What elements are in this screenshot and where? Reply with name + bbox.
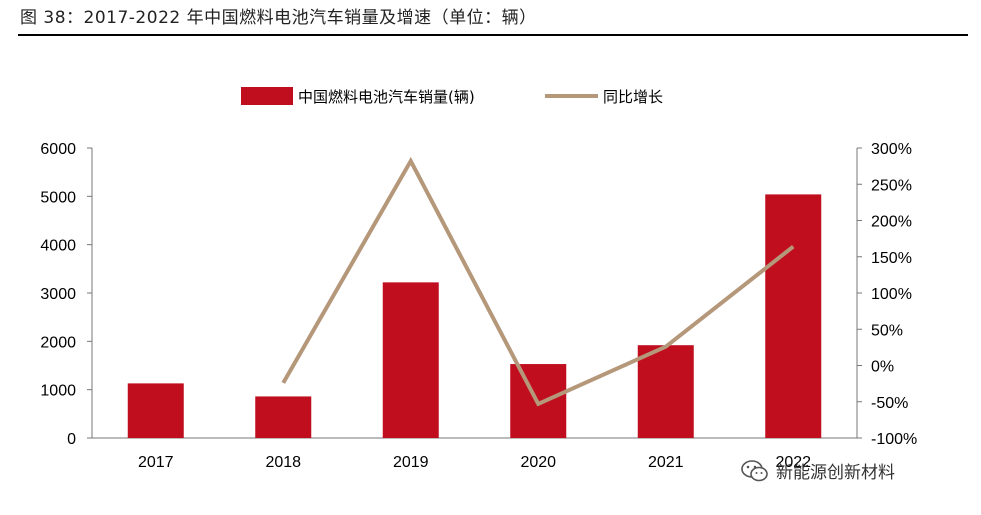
right-tick-label: 250% bbox=[871, 177, 912, 194]
x-tick-label: 2021 bbox=[648, 454, 684, 471]
right-tick-label: -50% bbox=[871, 395, 908, 412]
watermark-text: 新能源创新材料 bbox=[776, 463, 895, 483]
legend-bar-label: 中国燃料电池汽车销量(辆) bbox=[298, 88, 475, 106]
right-tick-label: 0% bbox=[871, 359, 894, 376]
left-tick-label: 4000 bbox=[40, 238, 76, 255]
bar-2021 bbox=[637, 345, 694, 438]
left-tick-label: 5000 bbox=[40, 189, 76, 206]
bar-2018 bbox=[255, 396, 312, 438]
right-tick-label: 100% bbox=[871, 286, 912, 303]
right-tick-label: 150% bbox=[871, 250, 912, 267]
figure-title: 图 38：2017-2022 年中国燃料电池汽车销量及增速（单位：辆） bbox=[20, 8, 537, 28]
right-tick-label: 300% bbox=[871, 141, 912, 158]
x-tick-label: 2020 bbox=[520, 454, 556, 471]
legend-bar-swatch bbox=[241, 87, 293, 105]
right-tick-label: 50% bbox=[871, 322, 903, 339]
wechat-icon bbox=[741, 459, 768, 481]
x-tick-label: 2022 bbox=[775, 454, 811, 471]
left-tick-label: 3000 bbox=[40, 286, 76, 303]
x-tick-label: 2018 bbox=[265, 454, 301, 471]
x-tick-label: 2019 bbox=[393, 454, 429, 471]
watermark: 新能源创新材料 bbox=[740, 458, 895, 483]
legend-line-label: 同比增长 bbox=[603, 88, 663, 106]
bar-2019 bbox=[382, 282, 439, 438]
left-tick-label: 2000 bbox=[40, 334, 76, 351]
right-tick-label: -100% bbox=[871, 431, 917, 448]
left-tick-label: 6000 bbox=[40, 141, 76, 158]
title-rule bbox=[18, 34, 968, 36]
left-tick-label: 1000 bbox=[40, 383, 76, 400]
bar-2017 bbox=[127, 383, 184, 438]
right-tick-label: 200% bbox=[871, 214, 912, 231]
left-tick-label: 0 bbox=[67, 431, 76, 448]
bar-2022 bbox=[765, 194, 822, 438]
x-tick-label: 2017 bbox=[138, 454, 174, 471]
